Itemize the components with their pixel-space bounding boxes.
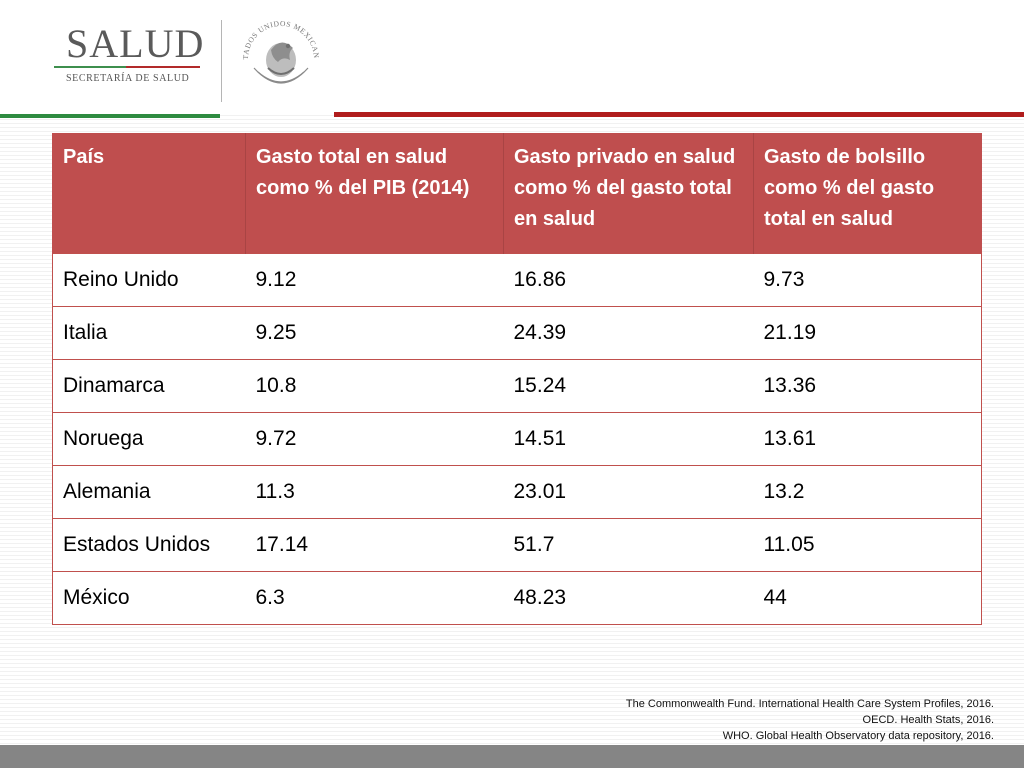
cell-pais: Italia [52,305,246,359]
health-spending-table: País Gasto total en salud como % del PIB… [52,133,982,625]
cell-gasto-bolsillo: 9.73 [753,252,982,306]
references: The Commonwealth Fund. International Hea… [626,696,994,744]
cell-pais: Reino Unido [52,252,246,306]
table-row: Dinamarca 10.8 15.24 13.36 [52,358,982,412]
column-header-gasto-bolsillo: Gasto de bolsillo como % del gasto total… [753,133,982,253]
table-header-row: País Gasto total en salud como % del PIB… [52,133,982,253]
reference-item: WHO. Global Health Observatory data repo… [722,730,994,742]
header-line-red [334,112,1024,117]
cell-gasto-total: 9.12 [245,252,504,306]
cell-gasto-total: 11.3 [245,464,504,518]
cell-gasto-bolsillo: 21.19 [753,305,982,359]
table-row: Reino Unido 9.12 16.86 9.73 [52,252,982,306]
cell-gasto-bolsillo: 13.61 [753,411,982,465]
column-header-gasto-total: Gasto total en salud como % del PIB (201… [245,133,504,253]
table-row: Noruega 9.72 14.51 13.61 [52,411,982,465]
cell-pais: Estados Unidos [52,517,246,571]
cell-gasto-bolsillo: 44 [753,570,982,625]
table-row: Italia 9.25 24.39 21.19 [52,305,982,359]
cell-pais: Noruega [52,411,246,465]
column-header-pais: País [52,133,246,253]
mexico-seal-icon: ESTADOS UNIDOS MEXICANOS [238,16,321,84]
cell-gasto-privado: 24.39 [503,305,754,359]
column-header-gasto-privado: Gasto privado en salud como % del gasto … [503,133,754,253]
header-line-green [0,114,220,118]
cell-gasto-total: 6.3 [245,570,504,625]
cell-gasto-bolsillo: 11.05 [753,517,982,571]
logo-subtitle: SECRETARÍA DE SALUD [66,73,190,84]
cell-gasto-total: 17.14 [245,517,504,571]
cell-gasto-total: 9.72 [245,411,504,465]
cell-gasto-privado: 14.51 [503,411,754,465]
header [0,0,1024,112]
cell-gasto-privado: 51.7 [503,517,754,571]
table-row: Estados Unidos 17.14 51.7 11.05 [52,517,982,571]
footer-bar [0,745,1024,768]
header-divider [221,20,222,102]
cell-gasto-bolsillo: 13.36 [753,358,982,412]
cell-gasto-privado: 15.24 [503,358,754,412]
cell-pais: Dinamarca [52,358,246,412]
table-row: México 6.3 48.23 44 [52,570,982,625]
cell-gasto-bolsillo: 13.2 [753,464,982,518]
cell-pais: México [52,570,246,625]
cell-gasto-privado: 48.23 [503,570,754,625]
reference-item: OECD. Health Stats, 2016. [862,714,994,726]
cell-gasto-total: 10.8 [245,358,504,412]
table-row: Alemania 11.3 23.01 13.2 [52,464,982,518]
cell-gasto-privado: 23.01 [503,464,754,518]
reference-item: The Commonwealth Fund. International Hea… [625,698,994,710]
logo-title: SALUD [66,21,205,66]
logo-bar-green [54,66,126,68]
logo-bar-red [126,66,200,68]
cell-pais: Alemania [52,464,246,518]
cell-gasto-privado: 16.86 [503,252,754,306]
cell-gasto-total: 9.25 [245,305,504,359]
